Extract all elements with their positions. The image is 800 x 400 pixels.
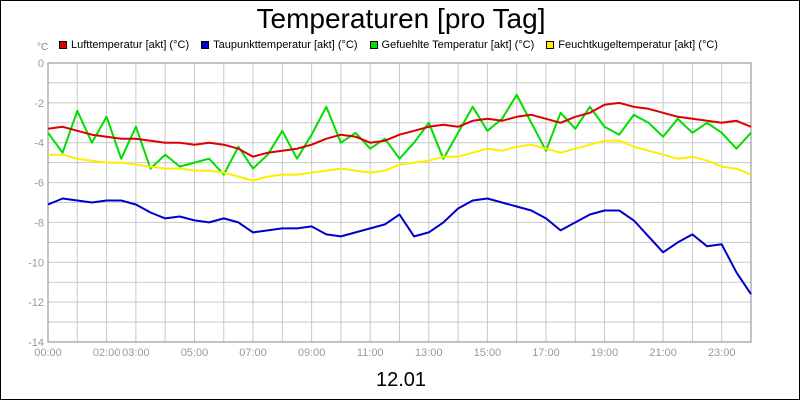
legend-label: Taupunkttemperatur [akt] (°C)	[213, 39, 358, 51]
y-tick-label: -8	[34, 217, 44, 229]
series-line-4	[48, 139, 752, 182]
x-tick-label: 03:00	[122, 347, 150, 359]
legend-item-1: Lufttemperatur [akt] (°C)	[59, 39, 189, 51]
legend-item-4: Feuchtkugeltemperatur [akt] (°C)	[546, 39, 718, 51]
legend-item-2: Taupunkttemperatur [akt] (°C)	[201, 39, 358, 51]
series-line-2	[47, 197, 752, 295]
y-tick-label: 0	[38, 58, 44, 70]
x-tick-label: 15:00	[474, 347, 502, 359]
series-line-3	[47, 93, 752, 176]
legend-label: Gefuehlte Temperatur [akt] (°C)	[381, 39, 535, 51]
x-tick-label: 13:00	[415, 347, 443, 359]
chart-title: Temperaturen [pro Tag]	[256, 3, 546, 34]
x-tick-label: 05:00	[181, 347, 209, 359]
x-tick-label: 09:00	[298, 347, 326, 359]
legend-swatch	[201, 41, 210, 49]
series-line-1	[47, 101, 752, 158]
x-tick-label: 21:00	[649, 347, 677, 359]
y-unit-label: °C	[37, 42, 49, 53]
x-tick-label: 02:00	[93, 347, 121, 359]
plot-border	[47, 62, 752, 343]
x-tick-label: 19:00	[591, 347, 619, 359]
legend-label: Feuchtkugeltemperatur [akt] (°C)	[558, 39, 718, 51]
legend-swatch	[369, 41, 378, 49]
y-tick-label: -4	[34, 138, 44, 150]
x-tick-label: 00:00	[34, 347, 62, 359]
y-tick-label: -10	[28, 257, 44, 269]
legend-item-3: Gefuehlte Temperatur [akt] (°C)	[369, 39, 535, 51]
legend-label: Lufttemperatur [akt] (°C)	[71, 39, 190, 51]
x-tick-label: 11:00	[357, 347, 384, 359]
y-tick-label: -2	[34, 98, 44, 110]
y-tick-label: -12	[28, 297, 44, 309]
legend-swatch	[546, 41, 555, 49]
legend-swatch	[59, 41, 67, 49]
y-tick-label: -14	[28, 337, 44, 349]
x-tick-label: 07:00	[239, 347, 267, 359]
y-tick-label: -6	[34, 178, 44, 190]
x-tick-label: 17:00	[532, 347, 560, 359]
x-tick-label: 23:00	[708, 347, 736, 359]
x-axis-caption: 12.01	[375, 369, 427, 391]
chart-legend: Lufttemperatur [akt] (°C) Taupunkttempera…	[59, 39, 718, 51]
